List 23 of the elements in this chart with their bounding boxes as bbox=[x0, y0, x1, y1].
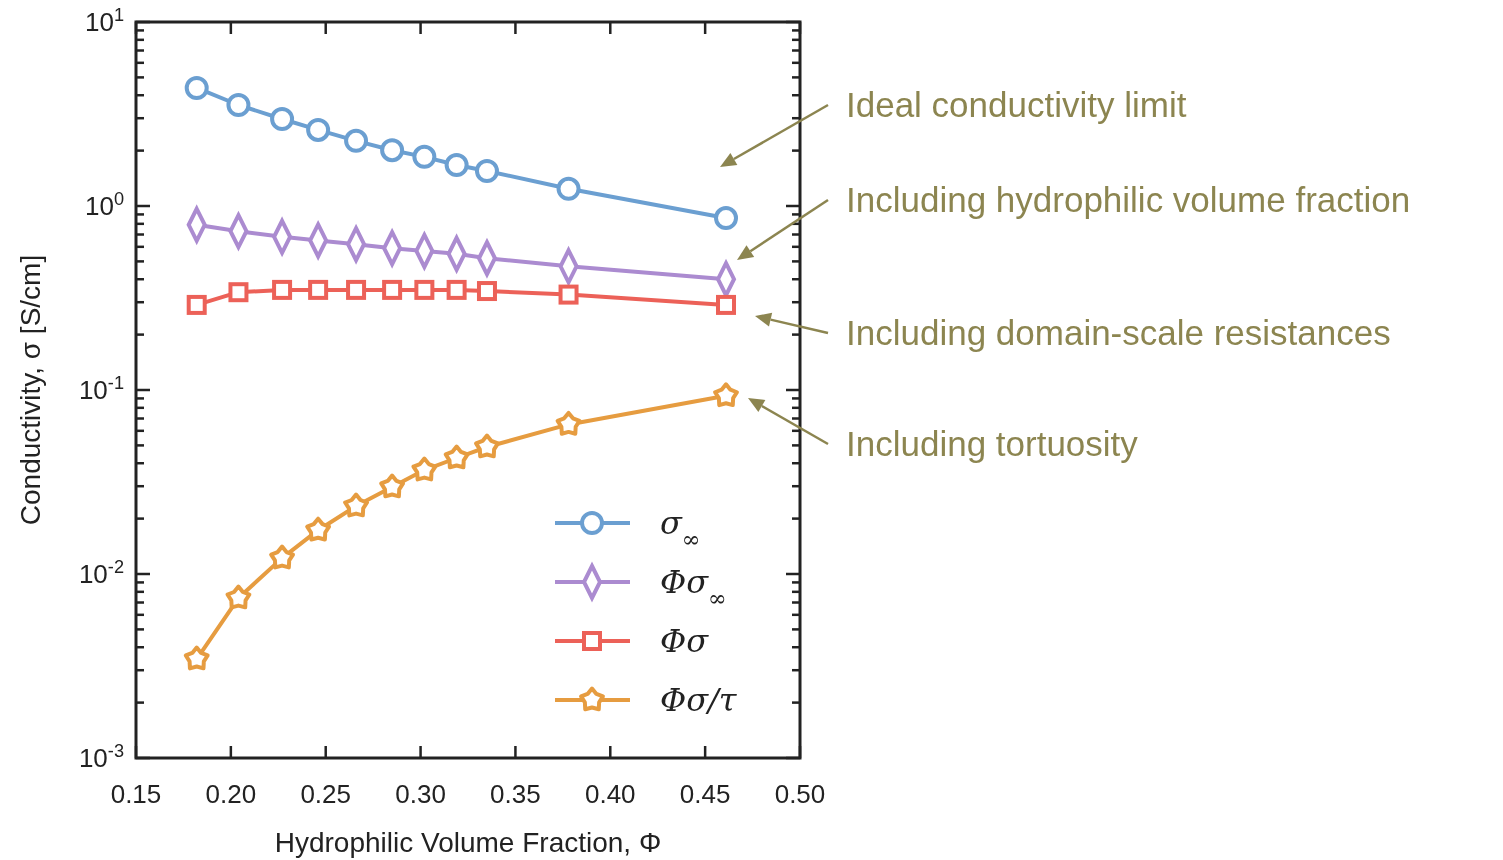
y-tick-label: 10$^{-1}$ bbox=[78, 373, 124, 405]
x-tick-label: 0.20 bbox=[205, 779, 257, 809]
legend-label: Φσ$_{∞}$ bbox=[660, 563, 727, 611]
text: Including tortuosity bbox=[846, 424, 1139, 463]
text: Including hydrophilic volume fraction bbox=[846, 180, 1411, 219]
x-tick-label: 0.15 bbox=[110, 779, 162, 809]
x-tick-label: 0.50 bbox=[774, 779, 826, 809]
y-tick-label: 10$^{-2}$ bbox=[78, 557, 124, 589]
x-tick-label: 0.45 bbox=[679, 779, 731, 809]
legend-label: σ$_{∞}$ bbox=[660, 504, 701, 552]
text: Including domain-scale resistances bbox=[846, 313, 1391, 352]
y-tick-label: 10$^{-3}$ bbox=[78, 741, 124, 773]
y-tick-label: 10$^{0}$ bbox=[84, 189, 124, 221]
legend-label: Φσ bbox=[660, 622, 710, 660]
legend-label: Φσ/τ bbox=[660, 681, 738, 719]
y-axis-title: Conductivity, σ [S/cm] bbox=[15, 254, 46, 526]
text: Ideal conductivity limit bbox=[846, 85, 1187, 124]
x-tick-label: 0.35 bbox=[490, 779, 541, 809]
x-tick-label: 0.30 bbox=[395, 779, 446, 809]
x-tick-label: 0.40 bbox=[584, 779, 636, 809]
x-tick-label: 0.25 bbox=[300, 779, 352, 809]
x-axis-title: Hydrophilic Volume Fraction, Φ bbox=[274, 827, 662, 858]
y-tick-label: 10$^{1}$ bbox=[84, 5, 124, 37]
